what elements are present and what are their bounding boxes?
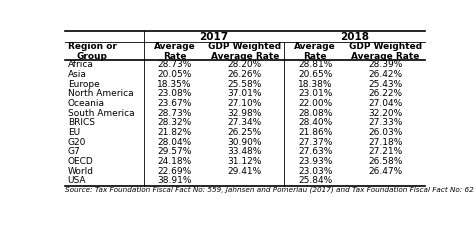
Text: 26.58%: 26.58% — [368, 157, 402, 166]
Text: 27.34%: 27.34% — [228, 118, 262, 127]
Text: OECD: OECD — [68, 157, 93, 166]
Text: 31.12%: 31.12% — [228, 157, 262, 166]
Text: G20: G20 — [68, 138, 86, 147]
Text: 26.42%: 26.42% — [368, 70, 402, 79]
Text: Europe: Europe — [68, 80, 100, 89]
Text: North America: North America — [68, 89, 133, 98]
Text: 26.22%: 26.22% — [368, 89, 402, 98]
Text: EU: EU — [68, 128, 80, 137]
Text: 28.81%: 28.81% — [298, 61, 332, 70]
Text: 27.04%: 27.04% — [368, 99, 402, 108]
Text: 38.91%: 38.91% — [157, 176, 191, 185]
Text: USA: USA — [68, 176, 86, 185]
Text: 22.69%: 22.69% — [157, 166, 191, 176]
Text: 28.73%: 28.73% — [157, 109, 191, 118]
Text: 28.40%: 28.40% — [298, 118, 332, 127]
Text: 28.39%: 28.39% — [368, 61, 402, 70]
Text: 27.33%: 27.33% — [368, 118, 402, 127]
Text: 21.82%: 21.82% — [157, 128, 191, 137]
Text: 32.20%: 32.20% — [368, 109, 402, 118]
Text: 25.43%: 25.43% — [368, 80, 402, 89]
Text: 22.00%: 22.00% — [298, 99, 332, 108]
Text: 28.32%: 28.32% — [157, 118, 191, 127]
Text: 2017: 2017 — [199, 32, 228, 42]
Text: 29.57%: 29.57% — [157, 147, 191, 156]
Text: 27.10%: 27.10% — [228, 99, 262, 108]
Text: 25.84%: 25.84% — [298, 176, 332, 185]
Text: 28.20%: 28.20% — [228, 61, 262, 70]
Text: 26.03%: 26.03% — [368, 128, 402, 137]
Text: BRICS: BRICS — [68, 118, 95, 127]
Text: 33.48%: 33.48% — [228, 147, 262, 156]
Text: Source: Tax Foundation Fiscal Fact No: 559, Jahnsen and Pomerlau (2017) and Tax : Source: Tax Foundation Fiscal Fact No: 5… — [65, 186, 474, 193]
Text: 20.05%: 20.05% — [157, 70, 191, 79]
Text: 23.67%: 23.67% — [157, 99, 191, 108]
Text: Oceania: Oceania — [68, 99, 105, 108]
Text: 28.04%: 28.04% — [157, 138, 191, 147]
Text: G7: G7 — [68, 147, 81, 156]
Text: 2018: 2018 — [340, 32, 369, 42]
Text: 27.21%: 27.21% — [368, 147, 402, 156]
Text: 20.65%: 20.65% — [298, 70, 332, 79]
Text: 23.01%: 23.01% — [298, 89, 332, 98]
Text: 27.37%: 27.37% — [298, 138, 332, 147]
Text: Average
Rate: Average Rate — [294, 42, 336, 61]
Text: 21.86%: 21.86% — [298, 128, 332, 137]
Text: World: World — [68, 166, 94, 176]
Text: 26.25%: 26.25% — [228, 128, 262, 137]
Text: 28.08%: 28.08% — [298, 109, 332, 118]
Text: GDP Weighted
Average Rate: GDP Weighted Average Rate — [208, 42, 282, 61]
Text: 23.93%: 23.93% — [298, 157, 332, 166]
Text: 25.58%: 25.58% — [228, 80, 262, 89]
Text: 29.41%: 29.41% — [228, 166, 262, 176]
Text: 27.63%: 27.63% — [298, 147, 332, 156]
Text: 26.26%: 26.26% — [228, 70, 262, 79]
Text: Africa: Africa — [68, 61, 93, 70]
Text: GDP Weighted
Average Rate: GDP Weighted Average Rate — [349, 42, 422, 61]
Text: 37.01%: 37.01% — [228, 89, 262, 98]
Text: 28.73%: 28.73% — [157, 61, 191, 70]
Text: 27.18%: 27.18% — [368, 138, 402, 147]
Text: Average
Rate: Average Rate — [154, 42, 195, 61]
Text: South America: South America — [68, 109, 134, 118]
Text: 30.90%: 30.90% — [228, 138, 262, 147]
Text: Region or
Group: Region or Group — [68, 42, 117, 61]
Text: 18.35%: 18.35% — [157, 80, 191, 89]
Text: Asia: Asia — [68, 70, 87, 79]
Text: 26.47%: 26.47% — [368, 166, 402, 176]
Text: 23.03%: 23.03% — [298, 166, 332, 176]
Text: 23.08%: 23.08% — [157, 89, 191, 98]
Text: 24.18%: 24.18% — [157, 157, 191, 166]
Text: 32.98%: 32.98% — [228, 109, 262, 118]
Text: 18.38%: 18.38% — [298, 80, 332, 89]
